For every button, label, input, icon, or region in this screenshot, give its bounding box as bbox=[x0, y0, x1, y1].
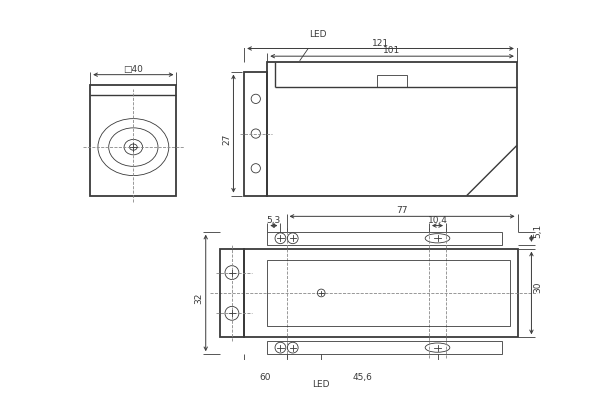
Text: 5,3: 5,3 bbox=[267, 216, 281, 225]
Text: 121: 121 bbox=[372, 39, 389, 48]
Text: □40: □40 bbox=[123, 65, 143, 74]
Text: 101: 101 bbox=[383, 46, 401, 55]
Bar bbox=[267, 232, 502, 245]
Text: LED: LED bbox=[308, 30, 326, 39]
Text: 32: 32 bbox=[194, 293, 203, 304]
Text: 27: 27 bbox=[222, 134, 231, 145]
Bar bbox=[244, 249, 518, 337]
Bar bbox=[267, 260, 510, 326]
Text: 10,4: 10,4 bbox=[428, 216, 447, 225]
Text: 5,1: 5,1 bbox=[533, 224, 542, 238]
Bar bbox=[220, 249, 244, 337]
Bar bbox=[377, 75, 407, 87]
Text: 45,6: 45,6 bbox=[352, 373, 372, 383]
Text: 77: 77 bbox=[397, 206, 408, 215]
Text: 30: 30 bbox=[533, 282, 542, 293]
Text: 60: 60 bbox=[259, 373, 271, 383]
Bar bbox=[267, 62, 517, 196]
Text: LED: LED bbox=[313, 380, 330, 389]
Bar bbox=[90, 85, 177, 196]
Bar bbox=[244, 72, 267, 196]
Bar bbox=[267, 341, 502, 354]
